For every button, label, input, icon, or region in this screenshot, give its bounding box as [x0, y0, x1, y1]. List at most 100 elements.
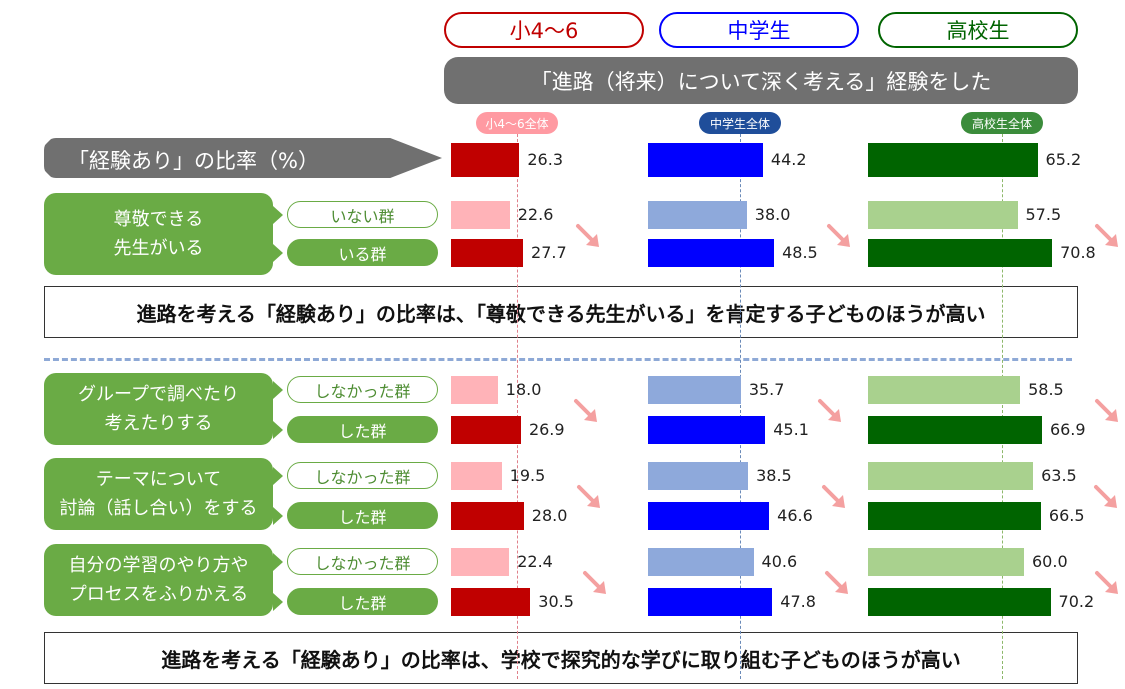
bar-4-1-3	[868, 548, 1024, 576]
bar-2-1-1	[451, 376, 498, 404]
category-connector-1-1	[273, 206, 283, 224]
value-4-1-1: 22.4	[517, 552, 553, 571]
trend-arrow-icon	[1094, 399, 1118, 422]
value-2-2-3: 66.9	[1049, 420, 1086, 439]
category-box-3: テーマについて 討論（話し合い）をする	[44, 458, 273, 530]
category-connector-2-2	[273, 421, 283, 439]
category-box-4: 自分の学習のやり方や プロセスをふりかえる	[44, 544, 273, 616]
category-connector-1-2	[273, 244, 283, 262]
category-box-2: グループで調べたり 考えたりする	[44, 373, 273, 445]
trend-arrow-icon	[1095, 571, 1118, 594]
value-1-1-2: 38.0	[754, 205, 791, 224]
overall-badge-3: 高校生全体	[961, 112, 1043, 134]
value-2-1-1: 18.0	[505, 380, 542, 399]
trend-arrow-icon	[822, 485, 846, 508]
bar-1-1-2	[648, 201, 747, 229]
category-connector-3-1	[273, 467, 283, 485]
overall-arrow-shape	[44, 138, 442, 178]
value-3-2-3: 66.5	[1048, 506, 1085, 525]
bar-3-1-2	[648, 462, 749, 490]
value-3-1-3: 63.5	[1041, 466, 1077, 485]
bar-1-2-3	[868, 239, 1053, 267]
overall-value-1: 26.3	[527, 150, 563, 169]
bar-2-2-3	[868, 416, 1042, 444]
overall-value-3: 65.2	[1045, 150, 1082, 169]
value-4-2-2: 47.8	[780, 592, 816, 611]
trend-arrow-icon	[827, 224, 851, 247]
category-connector-4-1	[273, 553, 283, 571]
value-1-2-1: 27.7	[531, 243, 567, 262]
bar-2-2-2	[648, 416, 766, 444]
bar-4-2-3	[868, 588, 1051, 616]
category-connector-3-2	[273, 507, 283, 525]
row-label-3-2: した群	[287, 502, 438, 529]
bar-4-2-2	[648, 588, 773, 616]
bar-4-1-1	[451, 548, 510, 576]
overall-bar-2	[648, 143, 763, 177]
value-1-1-1: 22.6	[517, 205, 554, 224]
row-label-4-1: しなかった群	[287, 548, 438, 575]
trend-arrow-icon	[1093, 485, 1117, 508]
value-2-1-2: 35.7	[748, 380, 785, 399]
value-4-2-3: 70.2	[1058, 592, 1095, 611]
row-label-1-2: いる群	[287, 239, 438, 266]
row-label-3-1: しなかった群	[287, 462, 438, 489]
group-header-2: 中学生	[659, 12, 859, 48]
conclusion-1: 進路を考える「経験あり」の比率は、「尊敬できる先生がいる」を肯定する子どものほう…	[44, 286, 1078, 338]
trend-arrow-icon	[818, 399, 842, 422]
group-header-3: 高校生	[878, 12, 1078, 48]
bar-3-1-1	[451, 462, 502, 490]
bar-1-1-3	[868, 201, 1018, 229]
value-2-1-3: 58.5	[1028, 380, 1064, 399]
overall-label: 「経験あり」の比率（%）	[44, 138, 442, 178]
value-3-2-2: 46.6	[777, 506, 813, 525]
trend-arrow-icon	[825, 571, 849, 594]
bar-2-2-1	[451, 416, 521, 444]
bar-4-2-1	[451, 588, 531, 616]
value-3-1-2: 38.5	[756, 466, 792, 485]
bar-3-2-3	[868, 502, 1041, 530]
row-label-2-1: しなかった群	[287, 376, 438, 403]
overall-badge-2: 中学生全体	[699, 112, 781, 134]
bar-3-2-1	[451, 502, 524, 530]
bar-2-1-2	[648, 376, 741, 404]
overall-bar-1	[451, 143, 520, 177]
value-2-2-2: 45.1	[773, 420, 809, 439]
bar-2-1-3	[868, 376, 1021, 404]
value-3-1-1: 19.5	[509, 466, 546, 485]
trend-arrow-icon	[1095, 224, 1118, 247]
value-4-1-3: 60.0	[1032, 552, 1068, 571]
category-box-1: 尊敬できる 先生がいる	[44, 193, 273, 275]
row-label-2-2: した群	[287, 416, 438, 443]
trend-arrow-icon	[576, 485, 600, 508]
trend-arrow-icon	[576, 224, 600, 247]
bar-3-1-3	[868, 462, 1034, 490]
row-label-4-2: した群	[287, 588, 438, 615]
value-4-1-2: 40.6	[761, 552, 798, 571]
section-divider	[44, 358, 1072, 361]
value-1-2-3: 70.8	[1060, 243, 1096, 262]
bar-4-1-2	[648, 548, 754, 576]
value-2-2-1: 26.9	[528, 420, 565, 439]
reference-line-2	[740, 134, 741, 679]
reference-line-1	[517, 134, 518, 679]
chart-title: 「進路（将来）について深く考える」経験をした	[444, 57, 1078, 104]
bar-1-2-2	[648, 239, 775, 267]
trend-arrow-icon	[583, 571, 607, 594]
value-4-2-1: 30.5	[538, 592, 574, 611]
reference-line-3	[1002, 134, 1003, 679]
value-3-2-1: 28.0	[531, 506, 568, 525]
category-connector-2-1	[273, 381, 283, 399]
overall-label-text: 「経験あり」の比率（%）	[68, 149, 319, 173]
group-header-1: 小4〜6	[444, 12, 644, 48]
overall-bar-3	[868, 143, 1038, 177]
trend-arrow-icon	[573, 399, 597, 422]
category-connector-4-2	[273, 593, 283, 611]
bar-1-1-1	[451, 201, 510, 229]
value-1-2-2: 48.5	[782, 243, 818, 262]
value-1-1-3: 57.5	[1025, 205, 1062, 224]
overall-badge-1: 小4〜6全体	[476, 112, 558, 134]
overall-value-2: 44.2	[770, 150, 807, 169]
bar-3-2-2	[648, 502, 770, 530]
row-label-1-1: いない群	[287, 201, 438, 228]
